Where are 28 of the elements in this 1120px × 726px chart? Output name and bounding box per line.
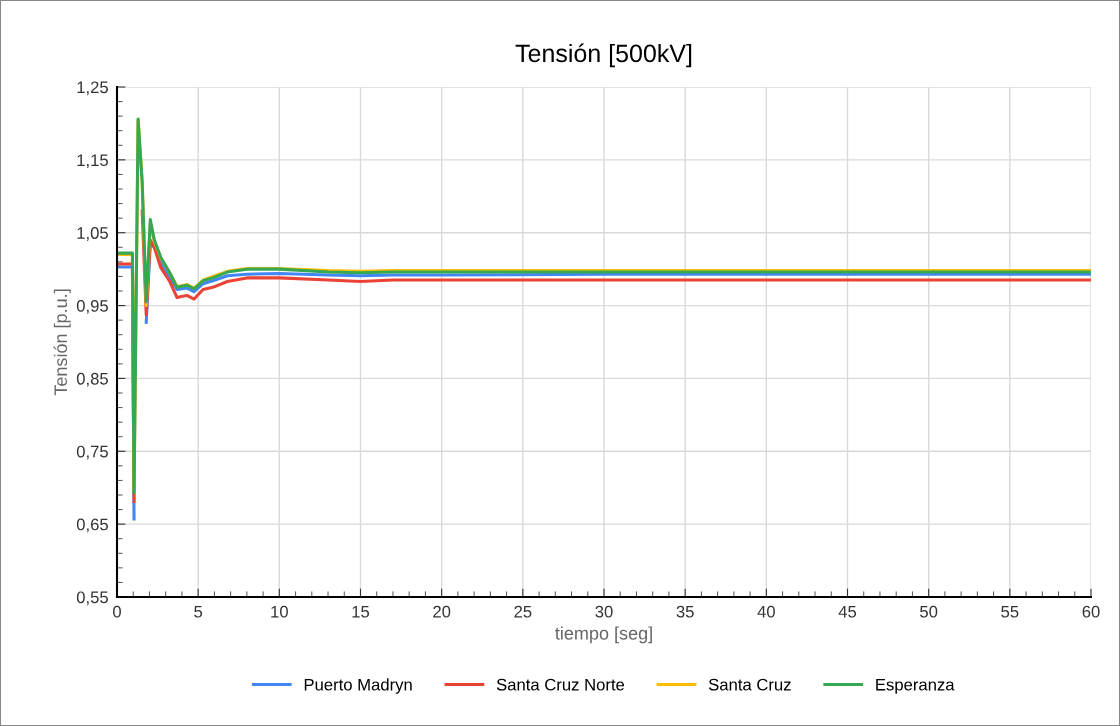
x-tick-label: 15 (352, 605, 370, 618)
x-tick-label: 55 (1001, 605, 1019, 618)
y-tick-label: 1,05 (77, 227, 108, 241)
x-tick-label: 10 (271, 605, 288, 618)
y-tick-label: 1,15 (77, 154, 108, 169)
legend-label: Santa Cruz Norte (496, 678, 625, 691)
x-tick-label: 45 (838, 605, 857, 618)
y-tick-label: 0,65 (76, 518, 108, 533)
x-tick-label: 0 (113, 605, 121, 618)
chart-title: Tensión [500kV] (515, 43, 692, 68)
x-tick-label: 20 (433, 605, 451, 618)
x-tick-label: 30 (595, 605, 613, 618)
legend-label: Puerto Madryn (304, 678, 412, 694)
y-tick-label: 0,85 (76, 372, 108, 387)
legend-label: Esperanza (876, 678, 955, 694)
x-axis-title: tiempo [seg] (555, 626, 652, 644)
x-tick-label: 60 (1082, 605, 1100, 618)
x-tick-label: 25 (514, 605, 532, 618)
y-axis-title: Tensión [p.u.] (53, 289, 71, 396)
legend-label: Santa Cruz (708, 678, 791, 691)
x-tick-label: 35 (676, 605, 694, 618)
y-tick-label: 1,25 (77, 81, 108, 96)
x-tick-label: 50 (920, 605, 938, 618)
y-tick-label: 0,95 (76, 299, 108, 314)
x-tick-label: 5 (194, 605, 203, 618)
y-tick-label: 0,55 (76, 591, 108, 606)
y-tick-label: 0,75 (76, 445, 108, 460)
x-tick-label: 40 (757, 605, 775, 618)
